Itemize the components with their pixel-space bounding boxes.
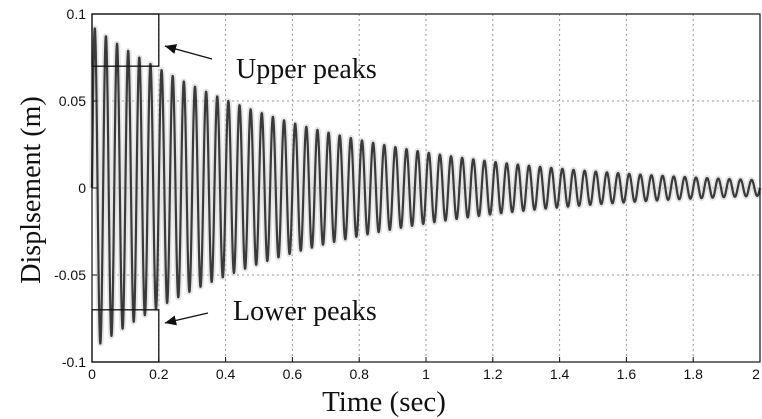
y-tick-label: -0.05 [54,267,86,283]
peak-boxes [91,13,160,363]
x-tick-label: 1 [422,366,430,382]
annotation-arrow [164,44,213,60]
x-tick-label: 1.2 [483,366,503,382]
x-tick-label: 0.2 [149,366,169,382]
y-tick-label: 0.05 [59,93,86,109]
x-tick-label: 0.4 [216,366,236,382]
x-tick-label: 1.8 [683,366,703,382]
x-tick-label: 1.4 [550,366,570,382]
y-tick-label: 0 [78,180,86,196]
upper-peaks-box [91,13,160,67]
y-tick-label: 0.1 [67,6,87,22]
series-line-0 [90,27,762,345]
x-tick-label: 0.6 [283,366,303,382]
y-tick-label: -0.1 [62,354,86,370]
x-tick-label: 0.8 [349,366,369,382]
y-axis-label: Displsement (m) [16,96,47,283]
x-tick-label: 2 [752,366,760,382]
x-tick-label: 0 [88,366,96,382]
annotation-arrow [164,312,209,326]
lower-peaks-label: Lower peaks [233,296,377,327]
lower-peaks-box [91,309,160,363]
series-layer [89,25,762,347]
y-tick-labels: -0.1 -0.05 0 0.05 0.1 [54,6,86,370]
x-tick-labels: 0 0.2 0.4 0.6 0.8 1 1.2 1.4 1.6 1.8 2 [88,366,760,382]
x-axis-label: Time (sec) [322,386,446,418]
x-tick-label: 1.6 [617,366,637,382]
annotations: Upper peaks Lower peaks [164,44,377,327]
upper-peaks-label: Upper peaks [236,54,377,85]
